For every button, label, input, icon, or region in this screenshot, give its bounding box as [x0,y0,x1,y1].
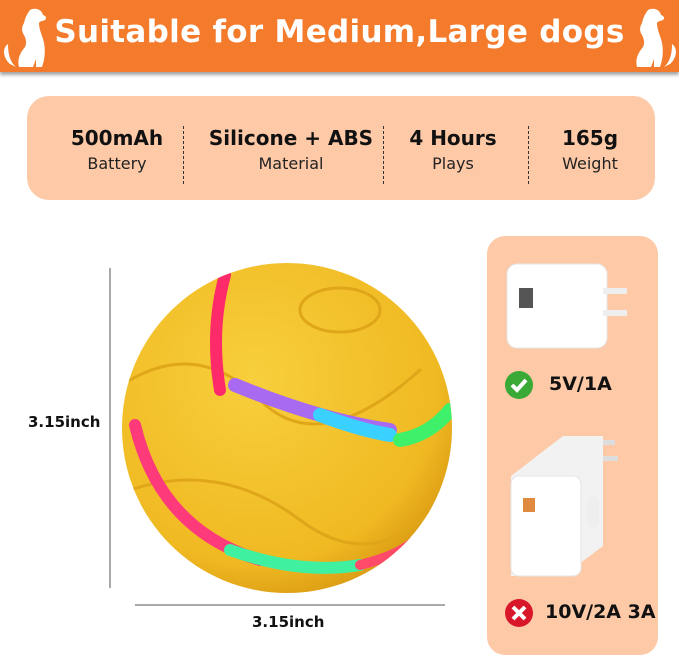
divider [383,126,384,184]
dog-silhouette-icon [636,8,676,67]
ball-product-image [109,263,452,606]
spec-label: Battery [87,154,147,173]
spec-label: Weight [562,154,618,173]
spec-label: Plays [432,154,474,173]
divider [528,126,529,184]
spec-value: Silicone + ABS [208,126,374,150]
spec-plays: 4 Hours Plays [393,126,513,173]
check-icon [505,371,533,399]
cross-icon [505,599,533,627]
width-label: 3.15inch [252,613,325,631]
spec-material: Silicone + ABS Material [193,126,389,173]
charger-5v-image [506,263,627,349]
banner-title: Suitable for Medium,Large dogs [54,14,625,50]
charger-rating: 10V/2A 3A [545,601,656,623]
spec-value: 165g [561,126,619,150]
spec-label: Material [258,154,324,173]
charger-rating: 5V/1A [549,373,612,395]
divider [183,126,184,184]
spec-battery: 500mAh Battery [57,126,177,173]
spec-value: 500mAh [70,126,164,150]
dog-silhouette-icon [4,8,47,67]
spec-weight: 165g Weight [535,126,645,173]
header-banner: Suitable for Medium,Large dogs [0,0,679,72]
charger-panel: 5V/1A 10V/2A 3A [487,236,658,655]
specs-panel: 500mAh Battery Silicone + ABS Material 4… [27,96,655,200]
charger-10v-image [510,436,618,577]
spec-value: 4 Hours [409,126,497,150]
height-label: 3.15inch [28,413,101,431]
